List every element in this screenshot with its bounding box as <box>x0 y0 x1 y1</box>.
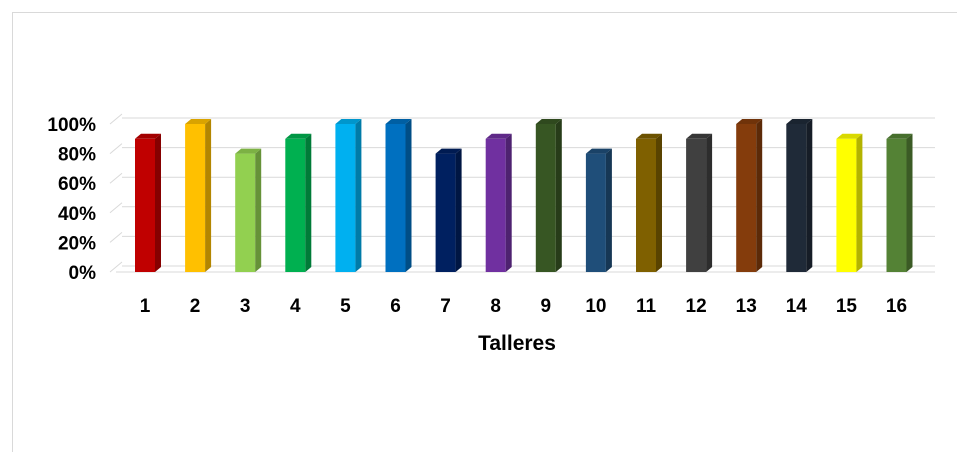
gridline-depth <box>109 261 123 273</box>
bar-front <box>535 124 556 272</box>
bar-side <box>756 119 763 272</box>
bar-top <box>435 148 462 154</box>
bar <box>335 119 362 272</box>
x-tick-label: 1 <box>140 296 151 317</box>
bar-front <box>736 124 757 272</box>
bar <box>385 119 412 272</box>
x-tick-label: 16 <box>886 296 907 317</box>
bar-top <box>335 119 362 124</box>
gridline-depth <box>109 172 123 184</box>
bar-front <box>636 138 656 272</box>
bar <box>135 133 161 272</box>
y-tick-label: 80% <box>58 145 96 166</box>
bar <box>535 119 562 272</box>
bar <box>435 148 462 272</box>
bar-front <box>686 138 707 272</box>
bar-front <box>385 124 406 272</box>
bar-front <box>786 124 807 272</box>
x-tick-label: 8 <box>490 296 501 317</box>
bar-top <box>185 119 212 124</box>
bar-side <box>155 133 161 272</box>
bar <box>786 119 813 272</box>
bar-side <box>706 133 713 272</box>
bar-front <box>235 153 256 272</box>
bar-side <box>555 119 562 272</box>
bar-front <box>285 138 306 272</box>
x-tick-label: 5 <box>340 296 351 317</box>
bar-side <box>605 148 612 272</box>
bar <box>285 133 312 272</box>
bar-side <box>455 148 462 272</box>
bar-side <box>355 119 362 272</box>
x-tick-label: 15 <box>836 296 858 317</box>
x-axis-tick-labels: 1 2 3 4 5 6 7 8 9 10 11 12 13 14 15 16 <box>140 296 907 317</box>
bars <box>135 119 913 272</box>
y-tick-label: 100% <box>47 115 96 136</box>
x-tick-label: 2 <box>190 296 201 317</box>
bar <box>886 133 913 272</box>
bar <box>836 133 863 272</box>
x-tick-label: 11 <box>636 296 657 317</box>
bar <box>636 133 662 272</box>
bar-top <box>836 133 863 139</box>
y-tick-label: 0% <box>69 263 97 284</box>
bar-side <box>405 119 412 272</box>
x-tick-label: 6 <box>390 296 401 317</box>
gridline-depth <box>109 113 123 125</box>
x-tick-label: 10 <box>585 296 606 317</box>
bar-top <box>686 133 713 139</box>
bar-side <box>856 133 863 272</box>
bar-side <box>906 133 913 272</box>
gridline-depth <box>109 232 123 243</box>
bar-front <box>185 124 206 272</box>
bar-front <box>886 138 907 272</box>
x-tick-label: 7 <box>440 296 451 317</box>
bar-side <box>505 133 512 272</box>
x-tick-label: 12 <box>686 296 707 317</box>
x-tick-label: 13 <box>736 296 757 317</box>
bar <box>686 133 713 272</box>
bar-top <box>135 133 161 139</box>
bar <box>235 148 262 272</box>
gridline-depth <box>109 143 123 154</box>
bar-top <box>385 119 412 124</box>
bar-front <box>585 153 606 272</box>
bar-side <box>806 119 813 272</box>
y-tick-label: 60% <box>58 174 96 195</box>
bar-front <box>435 153 456 272</box>
x-tick-label: 14 <box>786 296 808 317</box>
bar-side <box>255 148 262 272</box>
bar-top <box>535 119 562 124</box>
bar-top <box>235 148 262 154</box>
bar-top <box>636 133 662 139</box>
bar-side <box>656 133 662 272</box>
bar-top <box>585 148 612 154</box>
bar-top <box>285 133 312 139</box>
y-tick-label: 20% <box>58 233 96 254</box>
bar-top <box>886 133 913 139</box>
gridline-depth <box>109 202 123 214</box>
bar-side <box>205 119 212 272</box>
bar-side <box>305 133 312 272</box>
x-tick-label: 3 <box>240 296 251 317</box>
y-tick-label: 40% <box>58 204 96 225</box>
bar <box>185 119 212 272</box>
x-axis-title: Talleres <box>478 332 556 355</box>
bar-top <box>786 119 813 124</box>
y-axis-tick-labels: 0% 20% 40% 60% 80% 100% <box>47 115 96 284</box>
bar-top <box>736 119 763 124</box>
bar-front <box>485 138 506 272</box>
x-tick-label: 4 <box>290 296 301 317</box>
bar-front <box>836 138 857 272</box>
x-tick-label: 9 <box>541 296 552 317</box>
bar <box>485 133 512 272</box>
bar <box>736 119 763 272</box>
bar <box>585 148 612 272</box>
bar-top <box>485 133 512 139</box>
bar-front <box>335 124 356 272</box>
bar-front <box>135 138 155 272</box>
